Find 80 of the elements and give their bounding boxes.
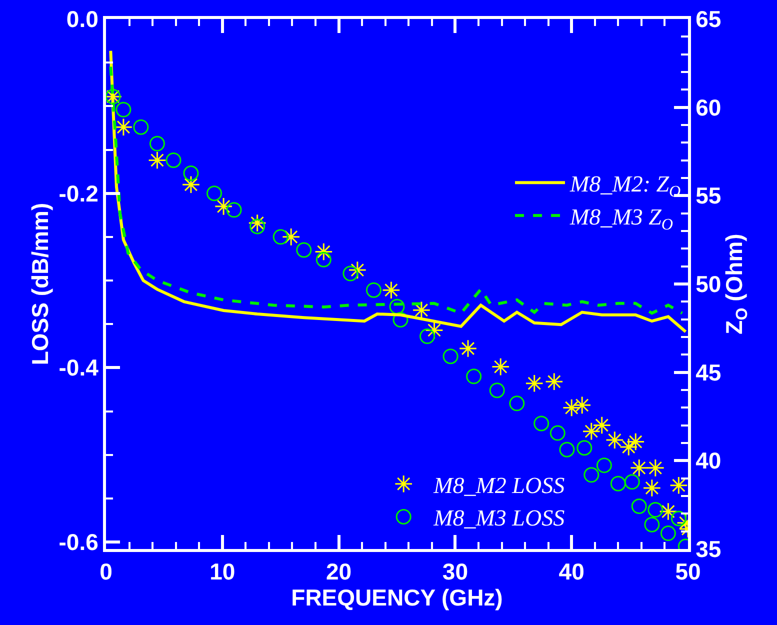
point	[348, 260, 367, 280]
point	[624, 474, 640, 490]
point	[442, 348, 458, 364]
point	[559, 442, 575, 458]
point	[316, 252, 332, 268]
point	[166, 152, 182, 168]
point	[382, 280, 400, 300]
point	[509, 396, 525, 412]
point	[550, 425, 566, 441]
legend-label: M8_M3 Z$_{O}$	[569, 204, 674, 234]
y-tick-label: -0.6	[58, 529, 98, 556]
legend-label: M8_M3 LOSS	[432, 506, 566, 531]
point	[544, 372, 564, 391]
point	[648, 502, 664, 518]
point	[466, 368, 482, 384]
point	[630, 458, 648, 478]
point	[226, 202, 242, 218]
point	[425, 321, 444, 340]
x-tick-label: 40	[558, 558, 584, 585]
point	[342, 266, 358, 282]
y2-tick-label: 65	[696, 6, 722, 32]
y2-tick-label: 55	[696, 182, 722, 209]
point	[582, 422, 601, 440]
point	[659, 502, 678, 521]
point	[250, 218, 266, 234]
point	[670, 476, 688, 495]
point	[182, 175, 200, 194]
point	[592, 416, 612, 434]
y2-tick-label: 50	[696, 271, 722, 298]
y-axis-title: LOSS (dB/mm)	[27, 202, 54, 366]
point	[489, 382, 505, 398]
point	[412, 301, 431, 320]
point	[282, 228, 300, 246]
point	[610, 476, 626, 492]
point	[366, 282, 382, 298]
point	[562, 398, 581, 417]
point	[491, 358, 510, 376]
y-tick-label: -0.4	[58, 354, 99, 381]
point	[642, 478, 662, 498]
y2-tick-label: 45	[696, 359, 722, 386]
point	[296, 242, 312, 258]
point	[626, 432, 645, 451]
point	[214, 197, 233, 216]
point	[576, 440, 592, 456]
y-tick-label: -0.2	[58, 180, 98, 206]
point	[148, 151, 166, 170]
point	[644, 516, 660, 532]
y2-tick-label: 60	[696, 94, 722, 120]
point	[596, 458, 612, 474]
y2-tick-label: 40	[696, 448, 722, 474]
point	[183, 166, 199, 182]
point	[116, 102, 132, 118]
x-tick-label: 0	[100, 558, 112, 585]
point	[389, 298, 405, 314]
point	[606, 430, 624, 450]
x-axis-title: FREQUENCY (GHz)	[291, 584, 503, 611]
x-tick-label: 30	[442, 558, 468, 585]
point	[525, 374, 544, 393]
point	[534, 416, 550, 432]
point	[392, 312, 408, 328]
point	[619, 438, 638, 456]
point	[314, 242, 333, 261]
point	[248, 214, 266, 232]
x-tick-label: 20	[326, 558, 352, 585]
point	[660, 526, 676, 542]
point	[149, 136, 165, 152]
legend-label: M8_M2 LOSS	[432, 472, 566, 498]
point	[631, 498, 647, 514]
point	[420, 328, 436, 344]
point	[646, 458, 665, 478]
point	[114, 118, 133, 136]
point	[572, 396, 592, 414]
point	[458, 339, 478, 358]
y-tick-label: 0.0	[66, 6, 98, 32]
x-tick-label: 10	[210, 558, 236, 585]
point	[584, 467, 600, 483]
point	[206, 186, 222, 202]
point	[133, 119, 149, 135]
point	[272, 229, 288, 245]
point	[670, 510, 686, 526]
